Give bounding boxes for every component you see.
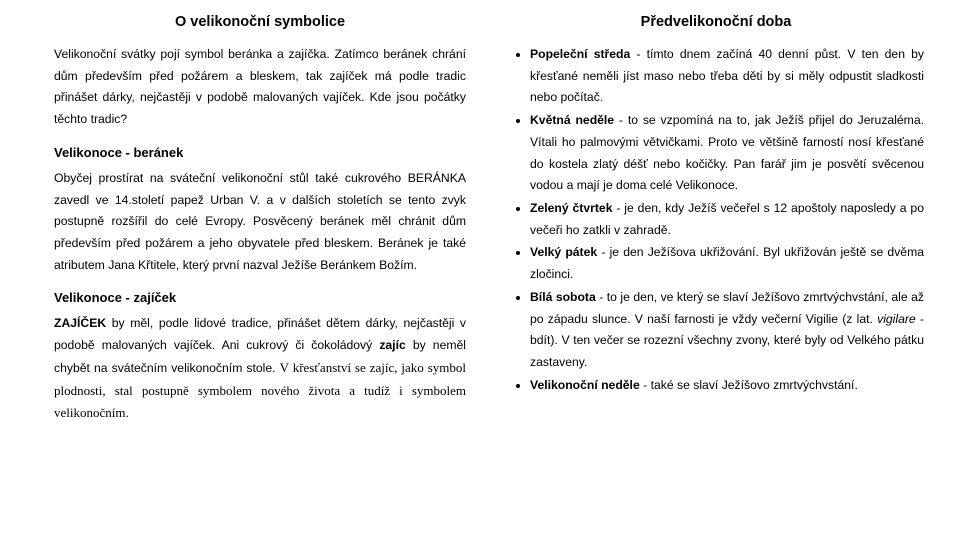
heading-beranek: Velikonoce - beránek	[54, 145, 466, 160]
left-intro: Velikonoční svátky pojí symbol beránka a…	[54, 44, 466, 131]
left-column: O velikonoční symbolice Velikonoční svát…	[54, 14, 466, 539]
left-title: O velikonoční symbolice	[54, 14, 466, 30]
bullet-lead-1: Květná neděle	[530, 113, 614, 127]
heading-zajicek: Velikonoce - zajíček	[54, 290, 466, 305]
bullet-rest-5: - také se slaví Ježíšovo zmrtvýchvstání.	[640, 378, 858, 392]
bullet-item-2: Zelený čtvrtek - je den, kdy Ježíš večeř…	[530, 198, 924, 241]
bullet-lead-2: Zelený čtvrtek	[530, 201, 612, 215]
document-page: O velikonoční symbolice Velikonoční svát…	[0, 0, 960, 549]
bullet-item-4: Bílá sobota - to je den, ve který se sla…	[530, 287, 924, 374]
bullet-italic-4: vigilare	[877, 312, 916, 326]
bullet-item-1: Květná neděle - to se vzpomíná na to, ja…	[530, 110, 924, 197]
bold-zajic: zajíc	[379, 338, 405, 352]
bullet-lead-4: Bílá sobota	[530, 290, 596, 304]
lead-zajicek: ZAJÍČEK	[54, 316, 106, 330]
bullet-item-3: Velký pátek - je den Ježíšova ukřižování…	[530, 242, 924, 285]
bullet-lead-5: Velikonoční neděle	[530, 378, 640, 392]
bullet-item-0: Popeleční středa - tímto dnem začíná 40 …	[530, 44, 924, 109]
para-beranek: Obyčej prostírat na sváteční velikonoční…	[54, 168, 466, 277]
bullet-lead-0: Popeleční středa	[530, 47, 630, 61]
right-column: Předvelikonoční doba Popeleční středa - …	[508, 14, 924, 539]
para-zajicek: ZAJÍČEK by měl, podle lidové tradice, př…	[54, 313, 466, 425]
right-title: Předvelikonoční doba	[508, 14, 924, 30]
bullet-item-5: Velikonoční neděle - také se slaví Ježíš…	[530, 375, 924, 397]
bullet-lead-3: Velký pátek	[530, 245, 597, 259]
bullet-list: Popeleční středa - tímto dnem začíná 40 …	[508, 44, 924, 398]
